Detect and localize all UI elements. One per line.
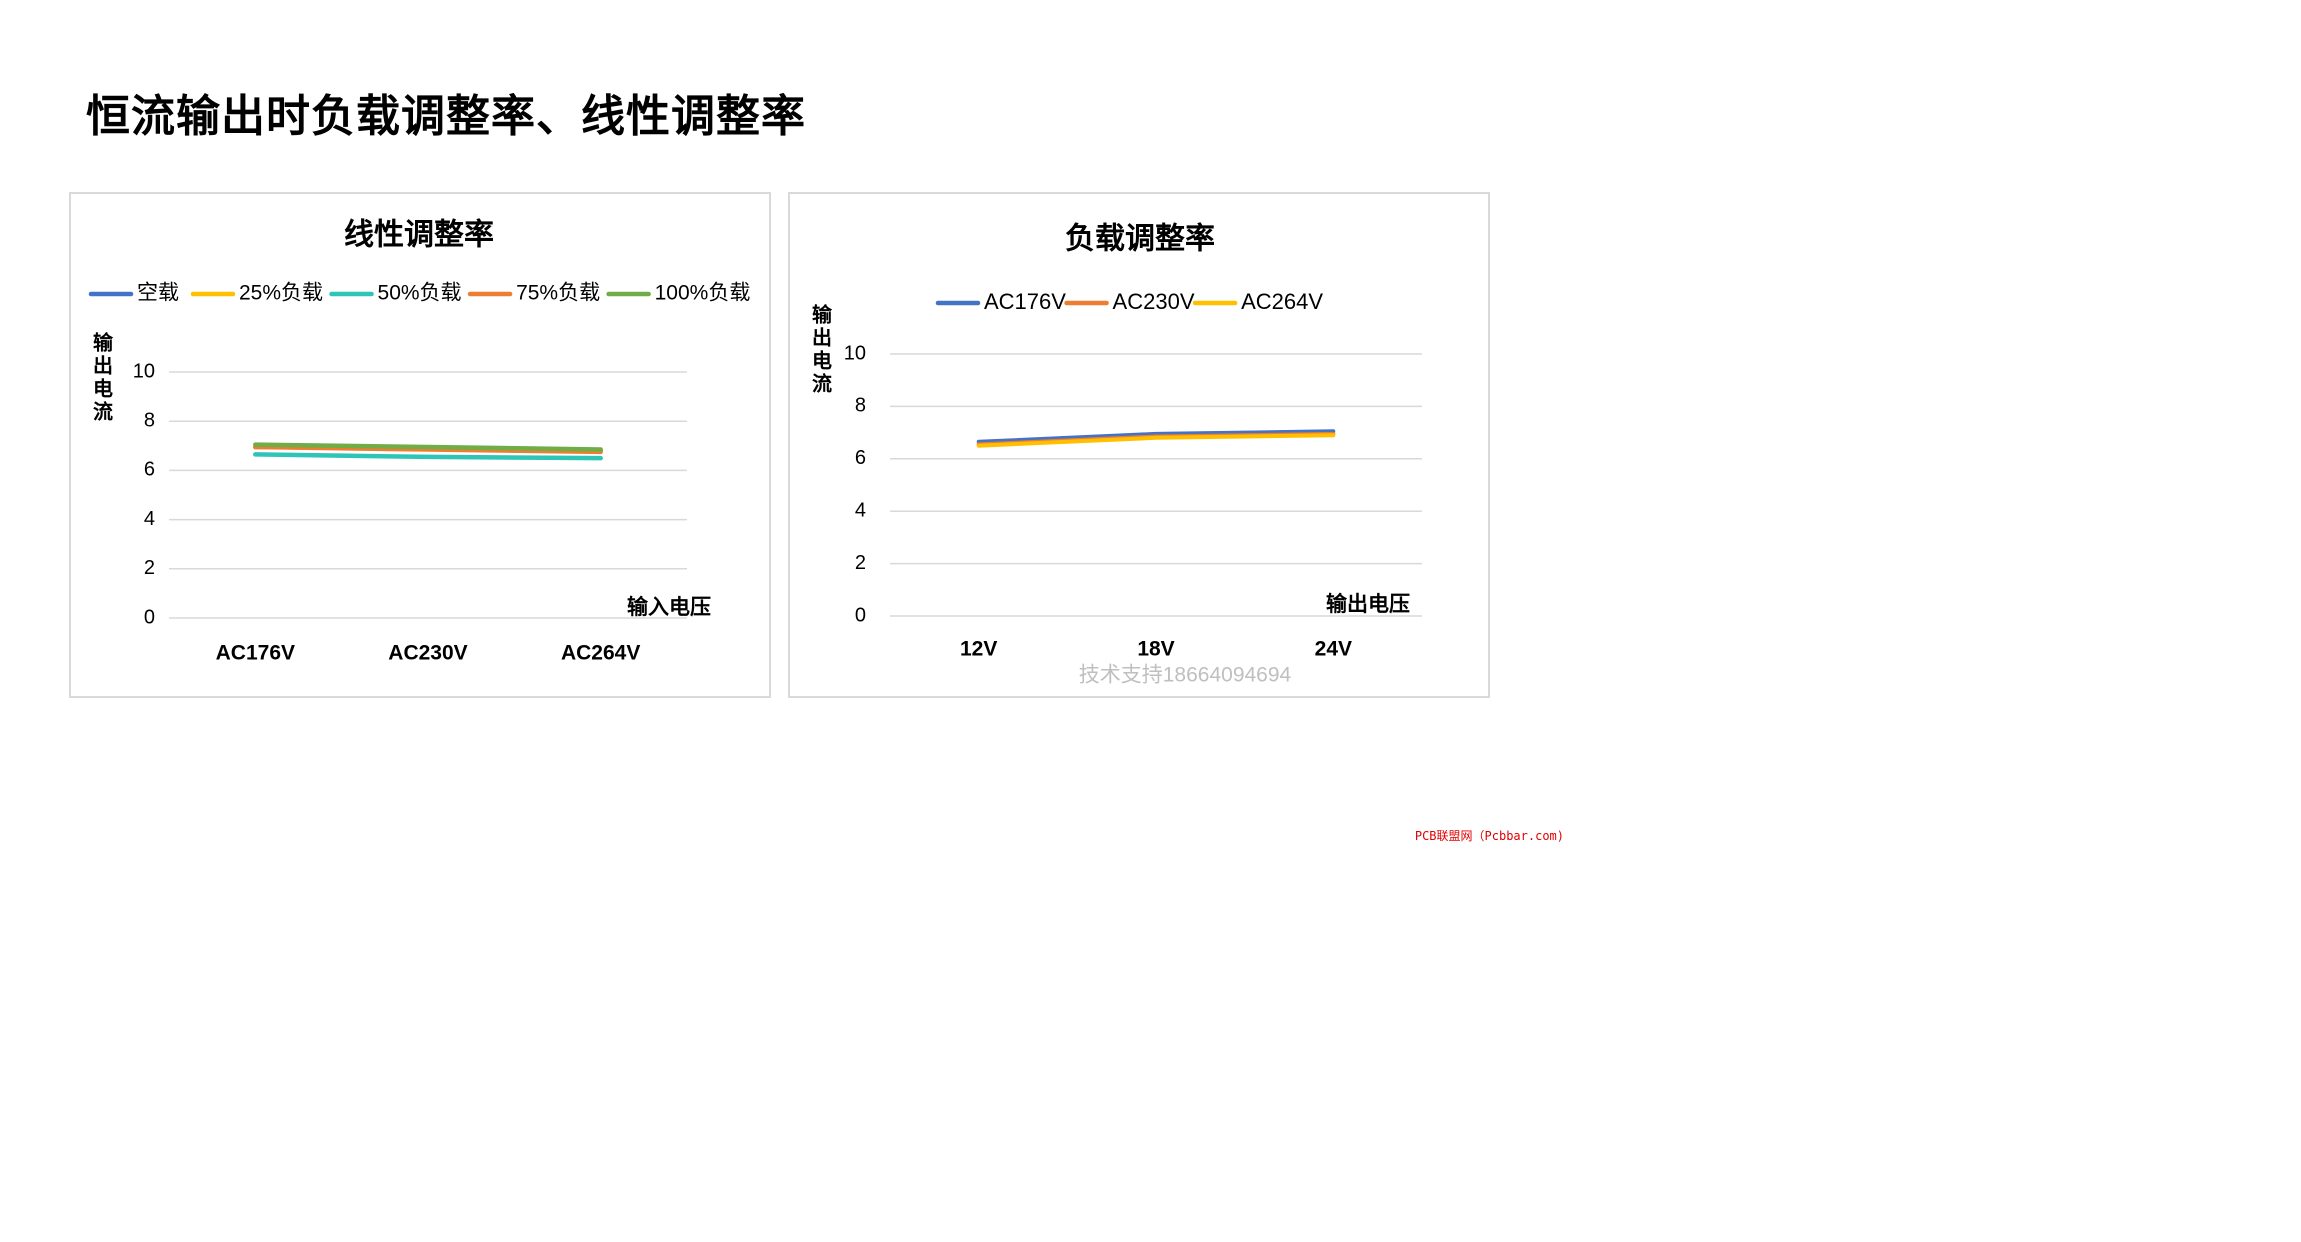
series-line [253, 452, 603, 461]
legend-label: 25%负载 [239, 282, 323, 305]
y-tick-label: 10 [844, 342, 866, 364]
legend-label: AC264V [1241, 289, 1323, 314]
chart-title: 线性调整率 [344, 218, 494, 253]
legend-label: 空载 [137, 282, 179, 305]
x-axis-label: 输入电压 [627, 595, 711, 619]
y-axis-label-char: 电 [812, 349, 832, 373]
y-tick-label: 2 [144, 557, 155, 579]
legend-label: 75%负载 [516, 282, 600, 305]
y-tick-label: 2 [855, 552, 866, 574]
y-tick-label: 0 [855, 604, 866, 626]
legend-label: 100%负载 [655, 282, 751, 305]
series-line [253, 442, 603, 452]
legend-label: AC176V [984, 289, 1066, 314]
y-axis-label-char: 出 [812, 326, 832, 350]
chart-watermark: 技术支持18664094694 [1079, 664, 1292, 687]
line-regulation-chart-panel: 线性调整率 0 2 4 6 8 10 AC176V AC230V AC264V 输出电流输入电压 空载… [69, 192, 771, 698]
y-axis-label-char: 出 [93, 354, 113, 378]
y-axis-label-char: 流 [812, 372, 832, 396]
x-tick-label: 24V [1315, 638, 1352, 661]
y-tick-label: 6 [144, 459, 155, 481]
legend-label: AC230V [1113, 289, 1195, 314]
y-axis-label-char: 输 [93, 331, 114, 355]
y-tick-label: 8 [855, 395, 866, 417]
site-watermark: PCB联盟网（Pcbbar.com) [1414, 829, 1564, 843]
y-tick-label: 8 [144, 409, 155, 431]
legend-label: 50%负载 [378, 282, 462, 305]
y-axis-label-char: 流 [93, 400, 113, 424]
series-line [976, 433, 1336, 448]
x-tick-label: AC264V [561, 642, 640, 665]
series-line [976, 429, 1336, 444]
y-tick-label: 4 [855, 499, 866, 521]
x-axis-label: 输出电压 [1326, 592, 1410, 616]
y-tick-label: 6 [855, 447, 866, 469]
y-axis-label-char: 电 [93, 377, 113, 401]
series-line [253, 444, 603, 455]
page-title: 恒流输出时负载调整率、线性调整率 [86, 91, 806, 142]
x-tick-label: 18V [1137, 638, 1174, 661]
x-tick-label: 12V [960, 638, 997, 661]
x-tick-label: AC230V [388, 642, 467, 665]
y-tick-label: 10 [133, 360, 155, 382]
y-tick-label: 4 [144, 508, 155, 530]
chart-title: 负载调整率 [1065, 222, 1215, 257]
y-tick-label: 0 [144, 606, 155, 628]
load-regulation-chart-panel: 负载调整率 0 2 4 6 8 10 12V 18V 24V 输出电流输出电压 AC176V AC230… [788, 192, 1490, 698]
y-axis-label-char: 输 [812, 303, 833, 327]
x-tick-label: AC176V [216, 642, 295, 665]
